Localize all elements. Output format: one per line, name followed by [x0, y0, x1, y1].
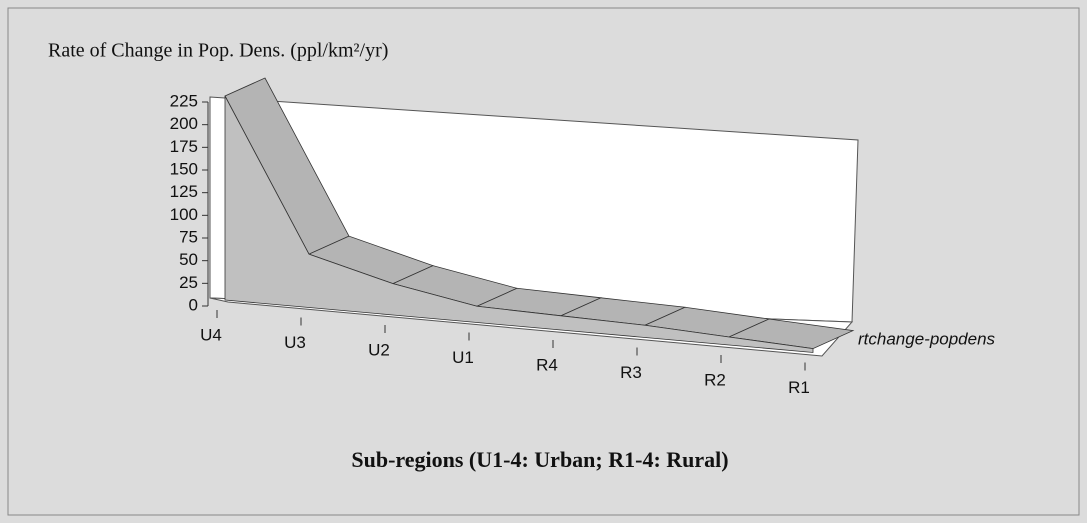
x-tick-label: U3 — [284, 333, 306, 352]
legend-label: rtchange-popdens — [858, 329, 996, 348]
x-tick-label: U4 — [200, 325, 222, 344]
y-tick-label: 100 — [170, 205, 198, 224]
y-tick-label: 150 — [170, 159, 198, 178]
y-tick-label: 0 — [189, 295, 198, 314]
y-tick-label: 125 — [170, 182, 198, 201]
x-tick-label: R3 — [620, 363, 642, 382]
area-front-face — [224, 95, 814, 353]
x-tick-label: U2 — [368, 340, 390, 359]
y-tick-label: 200 — [170, 114, 198, 133]
y-tick-label: 50 — [179, 250, 198, 269]
x-tick-label: R2 — [704, 370, 726, 389]
x-axis-title: Sub-regions (U1-4: Urban; R1-4: Rural) — [351, 447, 728, 472]
y-axis-title: Rate of Change in Pop. Dens. (ppl/km²/yr… — [48, 40, 388, 62]
x-tick-label: U1 — [452, 348, 474, 367]
y-tick-label: 175 — [170, 137, 198, 156]
x-tick-label: R1 — [788, 378, 810, 397]
y-tick-label: 25 — [179, 273, 198, 292]
y-tick-label: 75 — [179, 227, 198, 246]
y-tick-label: 225 — [170, 91, 198, 110]
x-tick-label: R4 — [536, 355, 558, 374]
